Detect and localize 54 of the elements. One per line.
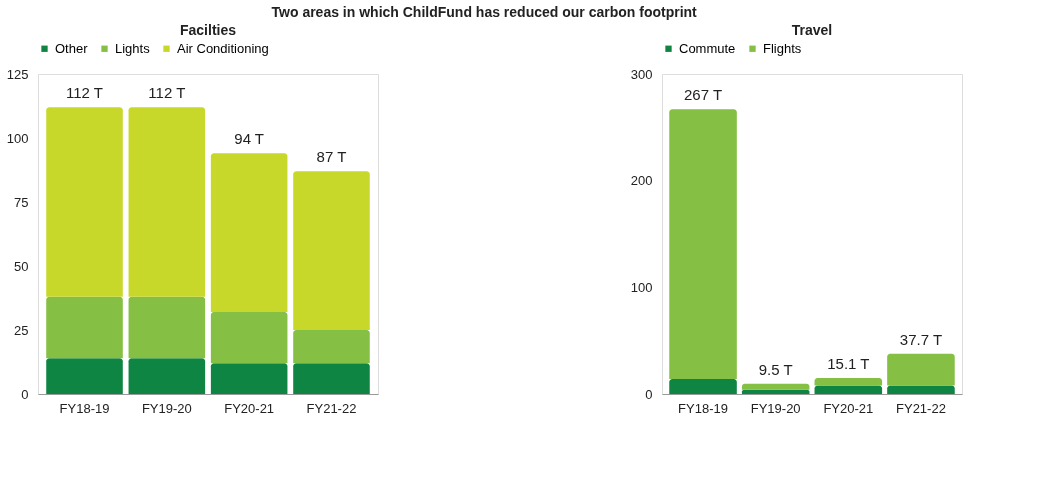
bar <box>741 383 810 390</box>
y-tick-label: 50 <box>14 258 29 274</box>
x-tick-label: FY21-22 <box>306 400 357 416</box>
bar <box>210 363 288 394</box>
bar <box>46 358 123 394</box>
y-tick-label: 25 <box>14 322 29 338</box>
bar <box>128 358 206 394</box>
bar <box>46 107 123 297</box>
y-tick-label: 125 <box>6 66 29 82</box>
x-tick-label: FY19-20 <box>141 400 192 416</box>
bar <box>293 363 370 394</box>
y-tick-label: 0 <box>645 386 653 402</box>
bar <box>293 171 370 330</box>
y-tick-label: 0 <box>21 386 29 402</box>
y-tick-label: 100 <box>630 279 653 295</box>
legend-label: Air Conditioning <box>177 40 269 56</box>
bar <box>887 385 955 394</box>
x-tick-label: FY18-19 <box>678 400 728 416</box>
bar <box>887 353 955 386</box>
total-label: 267 T <box>683 86 723 104</box>
bar <box>128 107 206 297</box>
total-label: 87 T <box>316 148 347 166</box>
bar <box>741 389 810 394</box>
chart-title: Travel <box>791 22 833 38</box>
x-tick-label: FY18-19 <box>59 400 110 416</box>
y-tick-label: 75 <box>14 194 29 210</box>
bar <box>814 377 883 386</box>
legend-label: Commute <box>679 40 736 56</box>
total-label: 112 T <box>148 84 186 102</box>
bar <box>210 153 288 313</box>
y-tick-label: 300 <box>630 66 653 82</box>
bar <box>46 296 123 359</box>
bar <box>128 296 206 359</box>
bar <box>814 385 883 394</box>
x-tick-label: FY19-20 <box>750 400 801 416</box>
legend-label: Lights <box>115 40 151 56</box>
x-tick-label: FY20-21 <box>823 400 874 416</box>
y-tick-label: 200 <box>630 173 653 189</box>
bar <box>293 330 370 364</box>
total-label: 94 T <box>234 130 265 148</box>
bar <box>669 379 737 394</box>
y-tick-label: 100 <box>6 130 29 146</box>
total-label: 15.1 T <box>827 354 870 372</box>
total-label: 112 T <box>66 84 104 102</box>
legend-label: Flights <box>763 40 802 56</box>
bar <box>210 312 288 364</box>
chart-title: Facilties <box>179 22 237 38</box>
x-tick-label: FY21-22 <box>896 400 946 416</box>
bar <box>669 109 737 380</box>
total-label: 37.7 T <box>899 330 943 348</box>
x-tick-label: FY20-21 <box>224 400 275 416</box>
total-label: 9.5 T <box>758 360 793 378</box>
text: Two areas in which ChildFund has reduced our carbon footprint <box>271 3 698 20</box>
legend-label: Other <box>55 40 89 56</box>
